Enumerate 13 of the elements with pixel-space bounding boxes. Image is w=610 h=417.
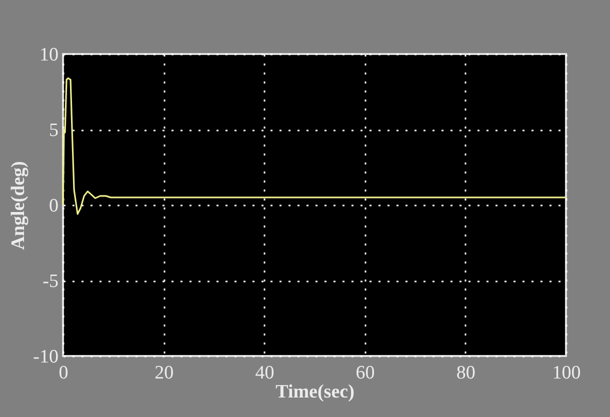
x-tick-label: 60 xyxy=(356,362,375,384)
y-tick-label: 10 xyxy=(40,44,58,66)
x-tick-label: 100 xyxy=(552,362,581,384)
line-series xyxy=(62,77,567,215)
y-tick-label: 0 xyxy=(49,196,58,216)
y-tick-label: 5 xyxy=(49,120,58,141)
x-axis-title: Time(sec) xyxy=(276,382,354,402)
x-tick-label: 40 xyxy=(255,362,274,384)
x-tick-label: 20 xyxy=(154,362,174,384)
x-tick-label: 80 xyxy=(456,362,476,384)
y-tick-label: -10 xyxy=(33,346,58,368)
y-tick-label: -5 xyxy=(42,271,58,292)
y-axis-title: Angle(deg) xyxy=(8,161,30,250)
